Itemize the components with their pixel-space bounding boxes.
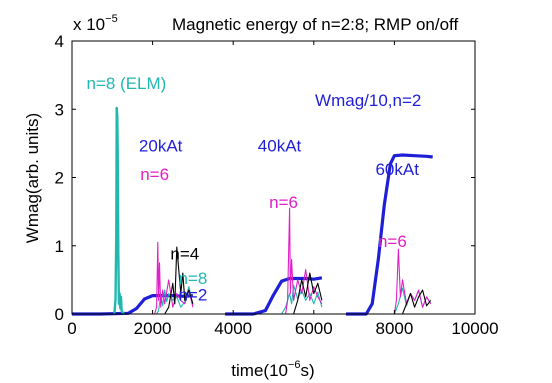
series-n6-segment-1: [154, 241, 194, 315]
annotation-label: n=6: [269, 193, 298, 212]
series-n4-segment-3: [401, 289, 432, 315]
series-n6-segment-2: [285, 207, 323, 315]
annotation-label: n=6: [140, 165, 169, 184]
y-tick-label: 2: [55, 169, 64, 188]
x-axis-label-power: −6: [288, 359, 301, 371]
annotation-label: n=4: [170, 244, 199, 263]
x-axis-label-base: time(10: [231, 361, 288, 380]
annotation-label: Wmag/10,n=2: [315, 91, 421, 110]
series-n8-segment-3: [281, 284, 323, 315]
x-tick-label: 4000: [214, 319, 252, 338]
y-tick-label: 3: [55, 100, 64, 119]
series-n4-segment-2: [293, 272, 323, 315]
exponent-base: x 10: [73, 15, 105, 34]
exponent-power: −5: [105, 13, 118, 25]
annotation-label: 40kAt: [258, 137, 302, 156]
series-n2-segment-3: [346, 153, 433, 316]
annotation-label: n=8 (ELM): [86, 74, 166, 93]
y-axis-label: Wmag(arb. units): [23, 113, 42, 243]
series-n2-segment-2: [225, 276, 323, 316]
y-tick-label: 4: [55, 32, 64, 51]
series-n8-segment-1: [113, 106, 126, 315]
annotation-label: 20kAt: [139, 137, 183, 156]
annotation-label: n=2: [178, 285, 207, 304]
annotation-label: n=6: [378, 232, 407, 251]
series-layer: [72, 106, 433, 316]
x-axis-label-suffix: s): [301, 361, 315, 380]
x-tick-label: 8000: [375, 319, 413, 338]
annotation-layer: n=8 (ELM) 20kAt n=6 n=4 n=8n=2 40kAt n=6 Wmag/1…: [86, 74, 421, 305]
x-axis-label: time(10−6s): [231, 359, 314, 380]
series-n4-segment-1: [164, 246, 194, 315]
annotation-label: 60kAt: [375, 160, 419, 179]
series-n6-segment-3: [393, 248, 432, 315]
annotation-label: n=8: [178, 269, 207, 288]
exponent-label: x 10−5: [73, 13, 118, 34]
x-tick-label: 6000: [295, 319, 333, 338]
tick-marks: [71, 40, 476, 315]
x-tick-label: 0: [67, 319, 76, 338]
x-tick-label: 10000: [451, 319, 498, 338]
chart-title: Magnetic energy of n=2:8; RMP on/off: [172, 15, 458, 34]
y-tick-label: 1: [55, 237, 64, 256]
tick-labels: 0 2000 4000 6000 8000 10000 0 1 2 3 4: [55, 32, 499, 338]
x-tick-label: 2000: [134, 319, 172, 338]
y-tick-label: 0: [55, 305, 64, 324]
